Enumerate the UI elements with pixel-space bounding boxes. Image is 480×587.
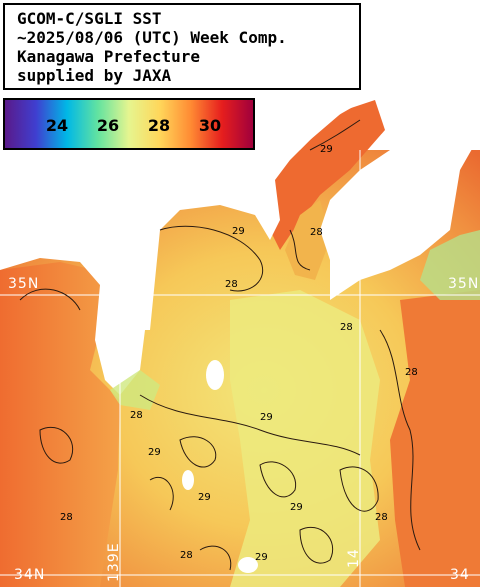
contour-label: 29 (255, 552, 268, 563)
sst-contours (19, 119, 421, 571)
bay-channel (285, 200, 330, 280)
scale-label-28: 28 (147, 116, 171, 135)
contour-label: 28 (375, 512, 388, 523)
lon-label-140: 14 (346, 548, 362, 568)
lat-label-35-right: 35N (448, 276, 480, 292)
lat-label-34-left: 34N (14, 567, 46, 583)
title-line-1: GCOM-C/SGLI SST (17, 9, 162, 28)
contour-label: 28 (225, 279, 238, 290)
scale-label-26: 26 (96, 116, 120, 135)
contour-label: 29 (232, 226, 245, 237)
scale-label-24: 24 (45, 116, 69, 135)
coast-cool-bay (110, 370, 160, 410)
sea-east-warm (390, 290, 480, 587)
lon-label-139: 139E (106, 542, 122, 582)
graticule (0, 150, 480, 587)
title-box: GCOM-C/SGLI SST ~2025/08/06 (UTC) Week C… (3, 3, 361, 90)
lat-label-35-left: 35N (8, 276, 40, 292)
island-2 (182, 470, 194, 490)
sea-west-warm (0, 262, 120, 587)
color-scale-gradient (5, 100, 253, 148)
contour-label: 28 (130, 410, 143, 421)
contour-label: 29 (320, 144, 333, 155)
island-3 (238, 557, 258, 573)
contour-label: 28 (340, 322, 353, 333)
coast-cool-east (420, 230, 480, 300)
contour-label: 29 (148, 447, 161, 458)
scale-label-30: 30 (198, 116, 222, 135)
contour-label: 29 (260, 412, 273, 423)
contour-label: 28 (405, 367, 418, 378)
contour-label: 28 (310, 227, 323, 238)
contour-label: 29 (290, 502, 303, 513)
island-1 (206, 360, 224, 390)
title-line-3: Kanagawa Prefecture (17, 47, 201, 66)
color-scale: 24 26 28 30 (3, 98, 255, 150)
bay-warm (270, 100, 385, 250)
contour-label: 28 (180, 550, 193, 561)
contour-label: 28 (60, 512, 73, 523)
sea-central-cool (230, 290, 380, 587)
contour-label: 29 (198, 492, 211, 503)
title-line-2: ~2025/08/06 (UTC) Week Comp. (17, 28, 287, 47)
lat-label-34-right: 34 (450, 567, 470, 583)
title-line-4: supplied by JAXA (17, 66, 172, 85)
